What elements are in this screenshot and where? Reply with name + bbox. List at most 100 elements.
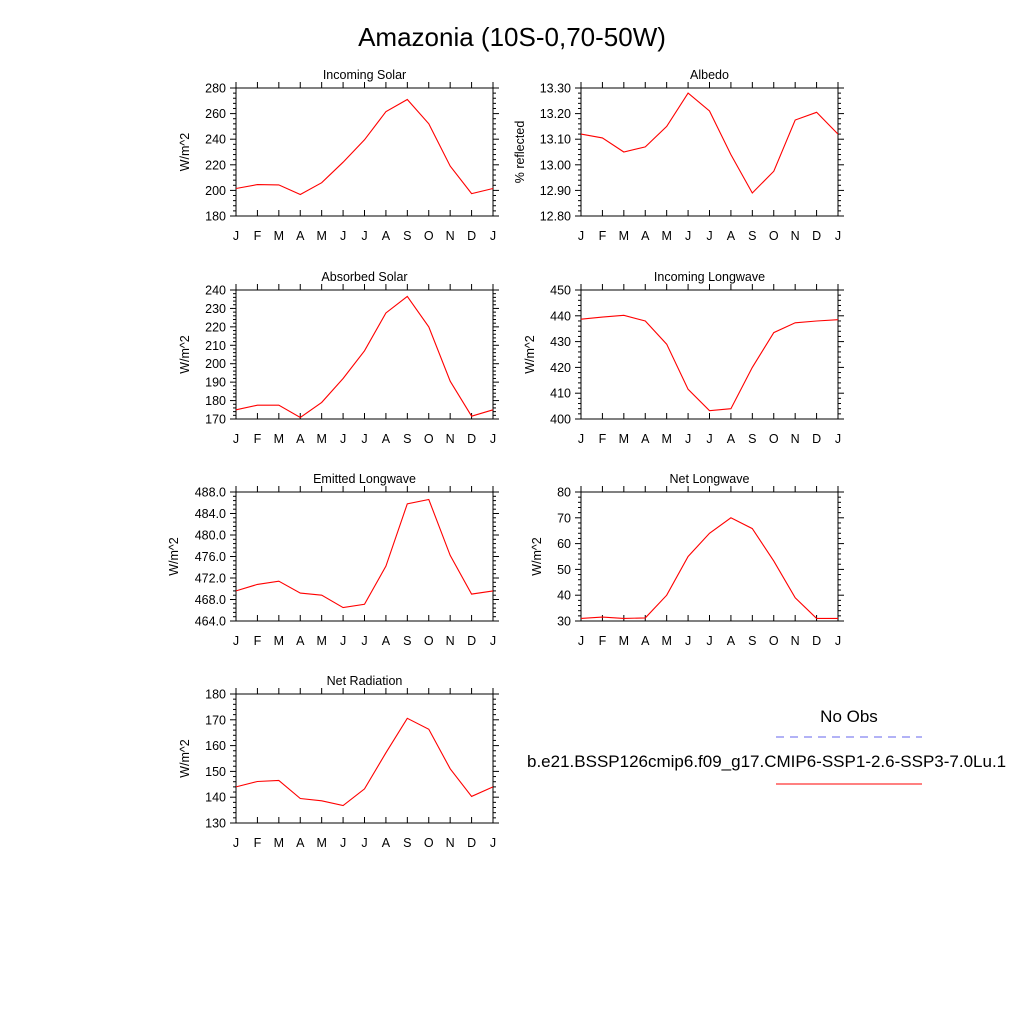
x-tick-label: J <box>233 836 239 850</box>
series-line <box>580 92 839 194</box>
x-tick-label: M <box>316 634 326 648</box>
x-tick-label: J <box>578 634 584 648</box>
y-axis-label: W/m^2 <box>523 335 537 374</box>
x-tick-label: N <box>446 432 455 446</box>
x-tick-label: D <box>467 634 476 648</box>
x-tick-label: J <box>233 634 239 648</box>
x-tick-label: S <box>748 432 756 446</box>
plot-frame <box>235 491 494 622</box>
x-tick-label: A <box>382 836 391 850</box>
y-tick-label: 484.0 <box>195 507 226 521</box>
x-tick-label: S <box>403 836 411 850</box>
legend-model-label: b.e21.BSSP126cmip6.f09_g17.CMIP6-SSP1-2.… <box>527 752 1006 771</box>
y-tick-label: 420 <box>550 361 571 375</box>
y-tick-label: 180 <box>205 688 226 702</box>
y-tick-label: 70 <box>557 511 571 525</box>
x-tick-label: J <box>685 229 691 243</box>
y-tick-label: 140 <box>205 791 226 805</box>
x-tick-label: A <box>296 836 305 850</box>
x-tick-label: F <box>254 836 262 850</box>
y-tick-label: 170 <box>205 413 226 427</box>
x-tick-label: J <box>490 432 496 446</box>
chart-title: Albedo <box>690 68 729 82</box>
x-tick-label: A <box>382 432 391 446</box>
x-tick-label: M <box>274 432 284 446</box>
y-tick-label: 468.0 <box>195 593 226 607</box>
y-tick-label: 150 <box>205 765 226 779</box>
x-tick-label: O <box>424 229 434 243</box>
x-tick-label: S <box>403 634 411 648</box>
x-tick-label: J <box>706 432 712 446</box>
x-tick-label: D <box>467 836 476 850</box>
x-tick-label: J <box>490 836 496 850</box>
x-tick-label: J <box>361 836 367 850</box>
plot-frame <box>580 87 839 217</box>
chart-title: Net Longwave <box>670 472 750 486</box>
y-tick-label: 160 <box>205 739 226 753</box>
x-tick-label: D <box>812 229 821 243</box>
series-line <box>580 517 838 619</box>
x-tick-label: O <box>424 432 434 446</box>
y-tick-label: 200 <box>205 184 226 198</box>
y-tick-label: 410 <box>550 387 571 401</box>
x-tick-label: J <box>835 634 841 648</box>
x-tick-label: A <box>382 229 391 243</box>
y-tick-label: 12.90 <box>540 184 571 198</box>
x-tick-label: F <box>599 634 607 648</box>
x-tick-label: J <box>685 634 691 648</box>
y-tick-label: 180 <box>205 394 226 408</box>
y-tick-label: 13.10 <box>540 133 571 147</box>
y-tick-label: 40 <box>557 589 571 603</box>
y-axis-label: W/m^2 <box>530 537 544 576</box>
x-tick-label: M <box>316 836 326 850</box>
plot-frame <box>580 289 839 420</box>
x-tick-label: N <box>446 836 455 850</box>
x-tick-label: S <box>403 432 411 446</box>
x-tick-label: F <box>599 229 607 243</box>
y-tick-label: 170 <box>205 713 226 727</box>
x-tick-label: J <box>361 432 367 446</box>
x-tick-label: A <box>296 432 305 446</box>
y-tick-label: 210 <box>205 339 226 353</box>
x-tick-label: A <box>296 229 305 243</box>
x-tick-label: A <box>727 634 736 648</box>
x-tick-label: J <box>340 432 346 446</box>
legend-obs-label: No Obs <box>820 707 878 726</box>
x-tick-label: A <box>727 432 736 446</box>
x-tick-label: M <box>661 229 671 243</box>
y-tick-label: 220 <box>205 320 226 334</box>
series-line <box>235 498 494 609</box>
chart-title: Emitted Longwave <box>313 472 416 486</box>
y-axis-label: W/m^2 <box>178 739 192 778</box>
x-tick-label: J <box>706 634 712 648</box>
x-tick-label: D <box>467 229 476 243</box>
x-tick-label: A <box>641 432 650 446</box>
x-tick-label: D <box>812 634 821 648</box>
x-tick-label: J <box>578 229 584 243</box>
y-tick-label: 60 <box>557 537 571 551</box>
y-axis-label: W/m^2 <box>167 537 181 576</box>
y-tick-label: 280 <box>205 82 226 96</box>
plot-frame <box>235 87 494 217</box>
y-tick-label: 80 <box>557 486 571 500</box>
y-tick-label: 13.20 <box>540 107 571 121</box>
x-tick-label: M <box>661 432 671 446</box>
y-tick-label: 476.0 <box>195 550 226 564</box>
x-tick-label: M <box>619 432 629 446</box>
x-tick-label: S <box>748 229 756 243</box>
y-tick-label: 190 <box>205 376 226 390</box>
y-axis-label: W/m^2 <box>178 335 192 374</box>
x-tick-label: J <box>490 634 496 648</box>
x-tick-label: M <box>274 634 284 648</box>
x-tick-label: S <box>748 634 756 648</box>
legend: No Obs b.e21.BSSP126cmip6.f09_g17.CMIP6-… <box>527 707 1006 785</box>
y-axis-label: % reflected <box>513 121 527 184</box>
y-tick-label: 180 <box>205 210 226 224</box>
chart-title: Incoming Longwave <box>654 270 765 284</box>
